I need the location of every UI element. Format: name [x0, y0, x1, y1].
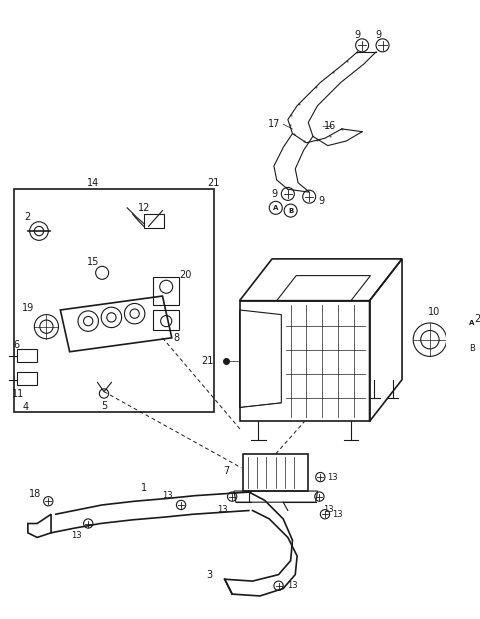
- Text: A: A: [273, 205, 278, 211]
- Text: 13: 13: [71, 531, 82, 540]
- Text: 14: 14: [87, 178, 99, 188]
- Text: 16: 16: [324, 121, 336, 131]
- Text: 5: 5: [101, 400, 107, 410]
- Text: 18: 18: [29, 489, 41, 499]
- Text: B: B: [469, 344, 475, 353]
- Text: 2: 2: [25, 212, 31, 222]
- Bar: [153, 277, 179, 305]
- Bar: [14, 189, 214, 412]
- Text: 13: 13: [332, 509, 342, 519]
- Text: 15: 15: [87, 257, 99, 267]
- Text: 9: 9: [318, 196, 324, 206]
- Text: 4: 4: [23, 402, 29, 412]
- Bar: [17, 372, 37, 385]
- Bar: [144, 214, 164, 228]
- Text: 13: 13: [162, 491, 172, 500]
- Text: 13: 13: [324, 505, 334, 514]
- Text: 21: 21: [201, 356, 213, 366]
- Text: 13: 13: [287, 581, 298, 591]
- Text: 20: 20: [180, 270, 192, 280]
- Bar: [153, 310, 179, 331]
- Text: 13: 13: [327, 472, 338, 482]
- Text: 8: 8: [173, 333, 180, 343]
- Text: 1: 1: [141, 483, 147, 493]
- Text: 13: 13: [217, 505, 228, 514]
- Text: 9: 9: [354, 30, 360, 40]
- Text: 10: 10: [429, 307, 441, 317]
- Text: B: B: [288, 207, 293, 214]
- Text: 11: 11: [12, 389, 24, 399]
- Text: 7: 7: [223, 465, 230, 475]
- Bar: [17, 349, 37, 362]
- Text: 9: 9: [272, 189, 278, 199]
- Text: 6: 6: [13, 340, 20, 350]
- Text: A: A: [469, 320, 474, 326]
- Text: 9: 9: [376, 30, 382, 40]
- Bar: [243, 454, 308, 491]
- Text: 21: 21: [207, 178, 220, 188]
- Text: 3: 3: [206, 569, 212, 579]
- Text: 12: 12: [138, 203, 150, 213]
- Text: 19: 19: [22, 303, 34, 313]
- Text: 22: 22: [475, 314, 480, 324]
- Text: 17: 17: [268, 119, 280, 129]
